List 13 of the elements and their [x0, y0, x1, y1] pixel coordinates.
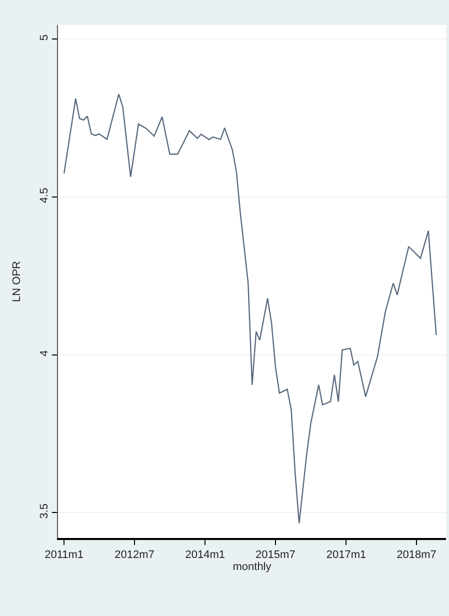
x-tick-label: 2017m1: [326, 548, 366, 561]
y-tick-label: 4.5: [38, 188, 51, 204]
x-tick-label: 2014m1: [185, 548, 226, 561]
line-series: [63, 94, 437, 524]
x-tick-label: 2012m7: [114, 548, 154, 561]
x-tick-label: 2011m1: [44, 548, 84, 561]
y-tick-label: 4: [38, 350, 51, 356]
x-tick-label: 2015m7: [256, 548, 296, 561]
y-axis-title: LN OPR: [11, 260, 24, 302]
y-tick-label: 5: [38, 34, 51, 41]
x-axis-title: monthly: [232, 560, 272, 573]
y-tick-label: 3.5: [38, 503, 51, 519]
x-tick-label: 2018m7: [396, 548, 436, 561]
